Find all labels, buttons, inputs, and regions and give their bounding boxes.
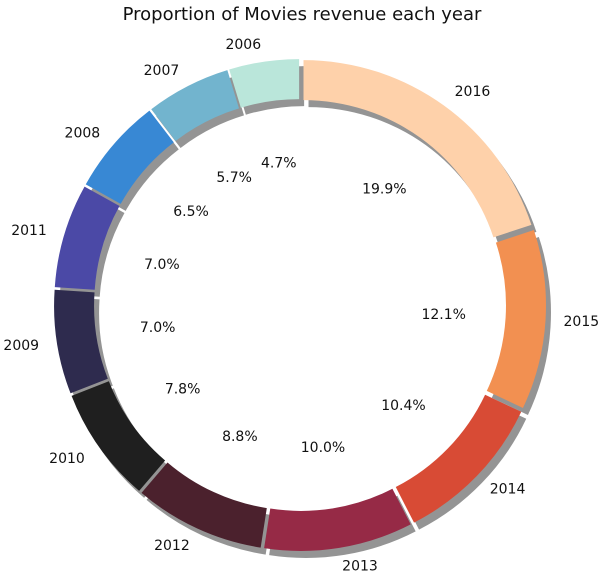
slice-2015 <box>486 230 546 408</box>
year-label-2013: 2013 <box>342 559 378 575</box>
slice-2016 <box>303 60 532 238</box>
slice-2012 <box>141 462 267 548</box>
percent-label-2006: 4.7% <box>261 156 297 172</box>
year-label-2012: 2012 <box>154 538 190 554</box>
slice-2011 <box>54 186 120 290</box>
year-label-2016: 2016 <box>455 84 491 100</box>
slice-2013 <box>264 488 411 551</box>
year-label-2009: 2009 <box>3 338 39 354</box>
year-label-2008: 2008 <box>65 125 101 141</box>
slice-2009 <box>54 289 108 394</box>
chart-title: Proportion of Movies revenue each year <box>122 4 482 25</box>
slice-2006 <box>229 59 300 108</box>
slices <box>54 59 546 551</box>
percent-label-2016: 19.9% <box>362 181 406 197</box>
percent-label-2015: 12.1% <box>421 307 465 323</box>
slice-2014 <box>395 394 522 523</box>
percent-label-2010: 7.8% <box>165 381 201 397</box>
percent-labels: 19.9% 12.1% 10.4% 10.0% 8.8% 7.8% 7.0% 7.0% 6.5%… <box>140 156 466 457</box>
percent-label-2007: 5.7% <box>216 170 252 186</box>
percent-label-2009: 7.0% <box>140 320 176 336</box>
slice-2010 <box>71 381 166 491</box>
percent-label-2013: 10.0% <box>301 440 345 456</box>
percent-label-2014: 10.4% <box>381 398 425 414</box>
year-label-2007: 2007 <box>144 63 180 79</box>
year-label-2015: 2015 <box>564 314 600 330</box>
year-label-2014: 2014 <box>490 482 526 498</box>
year-label-2006: 2006 <box>225 37 261 53</box>
year-label-2010: 2010 <box>49 451 85 467</box>
percent-label-2011: 7.0% <box>144 257 180 273</box>
year-label-2011: 2011 <box>11 223 47 239</box>
slice-2007 <box>151 70 239 141</box>
percent-label-2008: 6.5% <box>173 204 209 220</box>
percent-label-2012: 8.8% <box>222 429 258 445</box>
year-labels: 2016 2015 2014 2013 2012 2010 2009 2011 2008 2007… <box>3 37 599 575</box>
slice-2008 <box>85 110 174 204</box>
